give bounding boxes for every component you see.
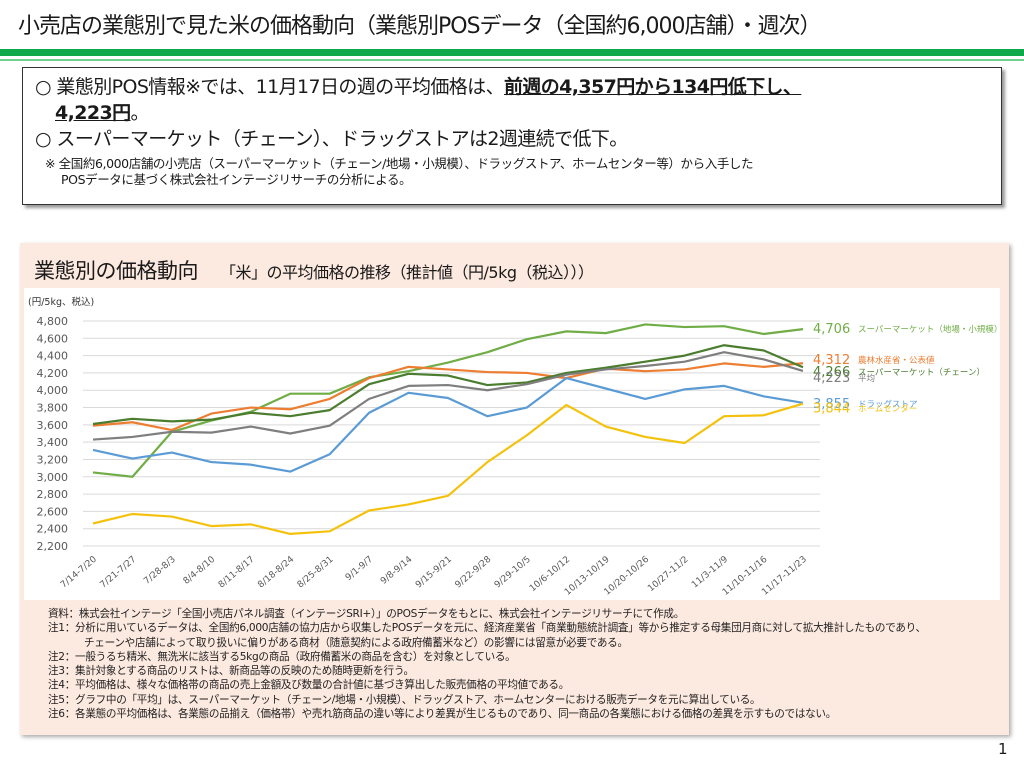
series-end-value: 3,844 — [813, 402, 850, 417]
y-tick-label: 4,600 — [37, 332, 69, 345]
summary-bullet-1: ○ 業態別POS情報※では、11月17日の週の平均価格は、前週の4,357円から… — [35, 74, 989, 100]
series-legend-label: 農林水産省・公表値 — [858, 355, 935, 366]
y-tick-label: 3,000 — [37, 471, 69, 484]
note-3: 注3：集計対象とする商品のリストは、新商品等の反映のため随時更新を行う。 — [48, 665, 414, 678]
summary-box: ○ 業態別POS情報※では、11月17日の週の平均価格は、前週の4,357円から… — [22, 67, 1002, 205]
x-tick-label: 8/11-8/17 — [217, 555, 257, 591]
series-legend-label: スーパーマーケット（チェーン） — [858, 367, 985, 378]
x-tick-label: 7/14-7/20 — [59, 554, 99, 590]
note-4: 注4：平均価格は、様々な価格帯の商品の売上金額及び数量の合計値に基づき算出した販… — [48, 679, 570, 692]
summary-footnote-line-2: POSデータに基づく株式会社インテージリサーチの分析による。 — [61, 172, 412, 187]
header-rule-thick — [0, 49, 1024, 56]
note-1-continued: チェーンや店舗によって取り扱いに偏りがある商材（随意契約による政府備蓄米など）の… — [84, 636, 628, 649]
x-tick-label: 7/21-7/27 — [98, 555, 138, 591]
series-legend-label: ホームセンター — [858, 405, 917, 415]
note-5: 注5：グラフ中の「平均」は、スーパーマーケット（チェーン/地場・小規模）、ドラッ… — [48, 693, 761, 706]
y-tick-label: 4,400 — [37, 350, 69, 363]
summary-bullet-1-value: 4,223円 — [55, 102, 131, 124]
series-end-value: 4,706 — [813, 322, 850, 337]
series-legend-label: スーパーマーケット（地場・小規模） — [858, 324, 1002, 335]
x-tick-label: 8/4-8/10 — [182, 554, 218, 586]
y-tick-label: 3,200 — [37, 453, 69, 466]
series-line — [92, 323, 804, 478]
x-tick-label: 9/29-10/5 — [493, 555, 533, 591]
series-end-value: 4,223 — [813, 371, 850, 386]
summary-bullet-1-suffix: 。 — [130, 102, 150, 124]
series-end-value: 3,855 — [813, 397, 850, 412]
y-tick-label: 4,000 — [37, 384, 69, 397]
note-1: 注1：分析に用いているデータは、全国約6,000店舗の協力店から収集したPOSデ… — [48, 622, 926, 635]
chart-heading-main: 業態別の価格動向 — [34, 259, 199, 283]
summary-bullet-2: ○ スーパーマーケット（チェーン）、ドラッグストアは2週連続で低下。 — [35, 128, 628, 150]
series-line — [92, 402, 804, 535]
series-end-labels: 4,706 スーパーマーケット（地場・小規模） 4,312 農林水産省・公表値 4,26… — [813, 322, 1002, 417]
note-2: 注2：一般うるち精米、無洗米に該当する5kgの商品（政府備蓄米の商品を含む）を対… — [48, 650, 516, 663]
page-number: 1 — [998, 740, 1008, 758]
y-tick-label: 3,600 — [37, 419, 69, 432]
y-tick-label: 4,200 — [37, 367, 69, 380]
plot-background — [24, 288, 1000, 600]
y-tick-label: 4,800 — [37, 315, 69, 328]
note-6: 注6：各業態の平均価格は、各業態の品揃え（価格帯）や売れ筋商品の違い等により差異… — [48, 708, 837, 721]
y-tick-label: 3,800 — [37, 402, 69, 415]
y-tick-label: 2,600 — [37, 505, 69, 518]
x-tick-label: 8/18-8/24 — [256, 554, 296, 590]
series-line — [92, 351, 804, 441]
series-end-value: 4,266 — [813, 365, 850, 380]
header-rule-thin — [0, 59, 1024, 61]
x-tick-label: 9/8-9/14 — [379, 554, 415, 586]
chart-panel: 業態別の価格動向 「米」の平均価格の推移（推計値（円/5kg（税込））） (円/5… — [20, 243, 1009, 735]
summary-footnote: ※ 全国約6,000店舗の小売店（スーパーマーケット（チェーン/地場・小規模）、… — [35, 156, 989, 188]
series-lines — [92, 323, 804, 535]
series-end-value: 4,312 — [813, 353, 850, 368]
x-tick-label: 11/3-11/9 — [690, 554, 730, 590]
summary-bullet-1-prefix: ○ 業態別POS情報※では、11月17日の週の平均価格は、 — [35, 76, 505, 98]
x-tick-label: 9/22-9/28 — [453, 554, 493, 590]
page-title: 小売店の業態別で見た米の価格動向（業態別POSデータ（全国約6,000店舗）・週… — [18, 14, 822, 39]
chart-notes: 資料：株式会社インテージ「全国小売店パネル調査（インテージSRI+）」のPOSデ… — [48, 607, 926, 721]
series-legend-label: 平均 — [858, 373, 875, 384]
x-tick-label: 9/1-9/7 — [344, 555, 375, 583]
y-axis-ticks: 2,200 2,400 2,600 2,800 3,000 3,200 3,400 3,600… — [37, 315, 69, 553]
series-legend-label: ドラッグストア — [858, 399, 918, 410]
series-line — [92, 362, 804, 432]
x-tick-label: 10/27-11/2 — [646, 555, 690, 594]
summary-bullet-1-emphasis: 前週の4,357円から134円低下し、 — [503, 76, 802, 98]
note-source: 資料：株式会社インテージ「全国小売店パネル調査（インテージSRI+）」のPOSデ… — [48, 608, 685, 620]
y-tick-label: 2,200 — [37, 540, 69, 553]
chart-heading: 業態別の価格動向 「米」の平均価格の推移（推計値（円/5kg（税込））） — [34, 255, 594, 285]
y-tick-label: 2,400 — [37, 523, 69, 536]
series-line — [92, 377, 804, 473]
summary-footnote-line-1: ※ 全国約6,000店舗の小売店（スーパーマーケット（チェーン/地場・小規模）、… — [45, 156, 754, 171]
x-axis-ticks: 7/14-7/20 7/21-7/27 7/28-8/3 8/4-8/10 8/11-8… — [59, 554, 809, 597]
x-tick-label: 7/28-8/3 — [142, 555, 178, 587]
x-tick-label: 8/25-8/31 — [296, 555, 336, 591]
line-chart: (円/5kg、税込) 2,200 2,400 2,600 2,800 3,000 3,20… — [28, 296, 1002, 598]
y-tick-label: 2,800 — [37, 488, 69, 501]
series-line — [92, 344, 804, 426]
y-tick-label: 3,400 — [37, 436, 69, 449]
x-tick-label: 9/15-9/21 — [414, 555, 454, 591]
chart-title: 「米」の平均価格の推移（推計値（円/5kg（税込））） — [220, 263, 594, 282]
y-axis-unit-label: (円/5kg、税込) — [28, 296, 94, 308]
